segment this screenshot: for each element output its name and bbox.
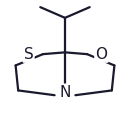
Text: O: O: [95, 47, 107, 62]
Text: N: N: [59, 85, 71, 100]
Text: S: S: [24, 47, 34, 62]
